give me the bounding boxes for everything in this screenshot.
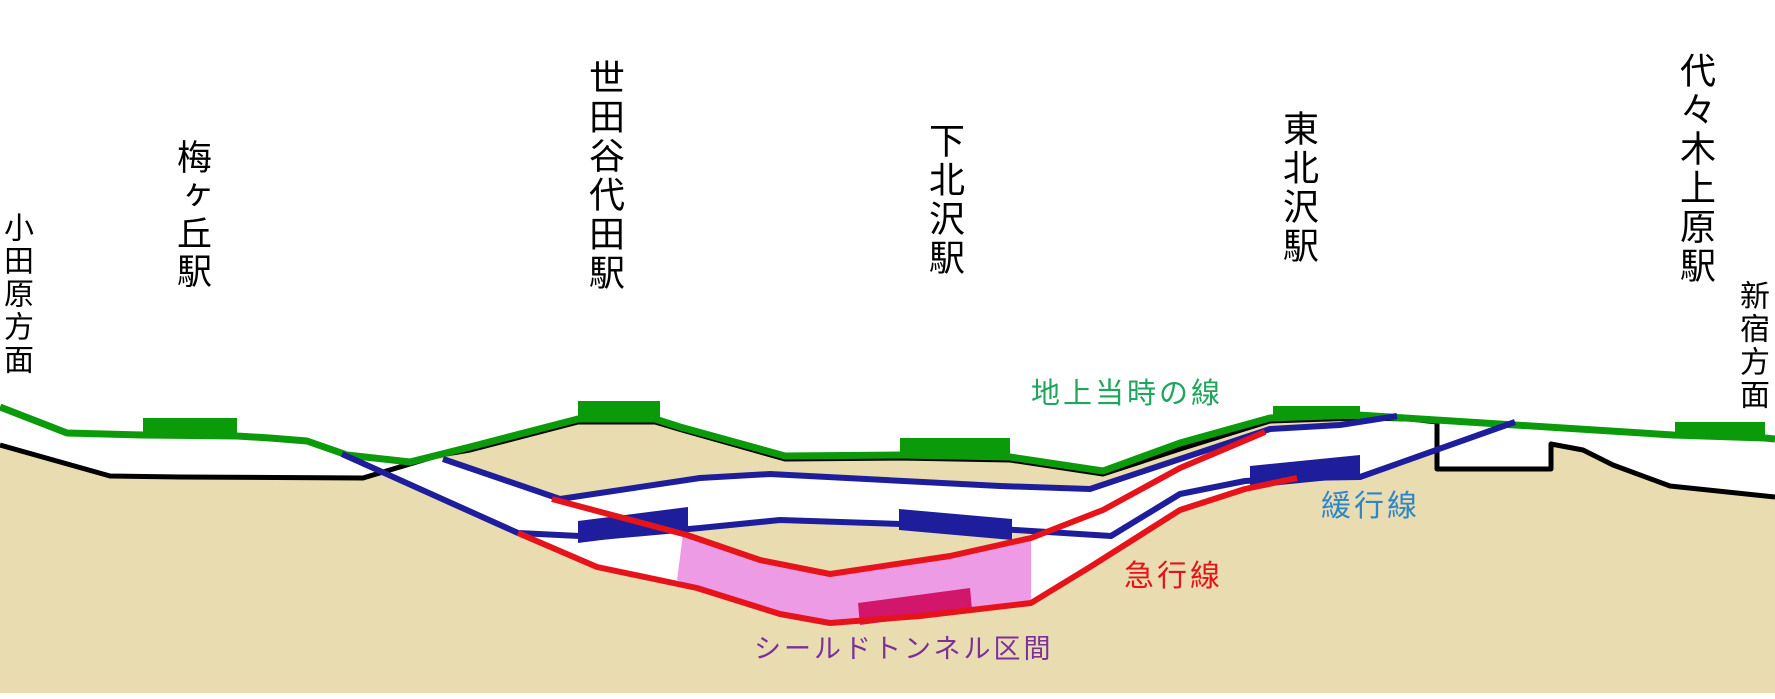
platform-surface-shimokitazawa (900, 438, 1010, 456)
direction-label-odawara: 小田原方面 (0, 212, 33, 377)
platform-surface-setagaya-daita (578, 401, 660, 419)
station-label-higashi-kitazawa: 東北沢駅 (1277, 110, 1318, 266)
platform-surface-yoyogi-uehara (1675, 422, 1765, 438)
station-label-shimokitazawa: 下北沢駅 (923, 122, 964, 278)
platform-surface-higashi-kitazawa (1273, 406, 1360, 419)
station-label-umegaoka: 梅ヶ丘駅 (171, 139, 211, 291)
legend-shield-tunnel: シールドトンネル区間 (754, 634, 1054, 665)
local-line-roof (442, 413, 1398, 502)
station-label-setagaya-daita: 世田谷代田駅 (583, 59, 624, 293)
platform-surface-umegaoka (143, 418, 237, 436)
legend-express-line: 急行線 (1124, 559, 1223, 594)
legend-local-line: 緩行線 (1321, 489, 1420, 524)
express-line-roof (551, 429, 1267, 577)
express-line-floor (516, 475, 1298, 626)
direction-label-shinjuku: 新宿方面 (1734, 280, 1769, 412)
station-label-yoyogi-uehara: 代々木上原駅 (1674, 52, 1715, 286)
legend-surface-line: 地上当時の線 (1031, 376, 1224, 410)
